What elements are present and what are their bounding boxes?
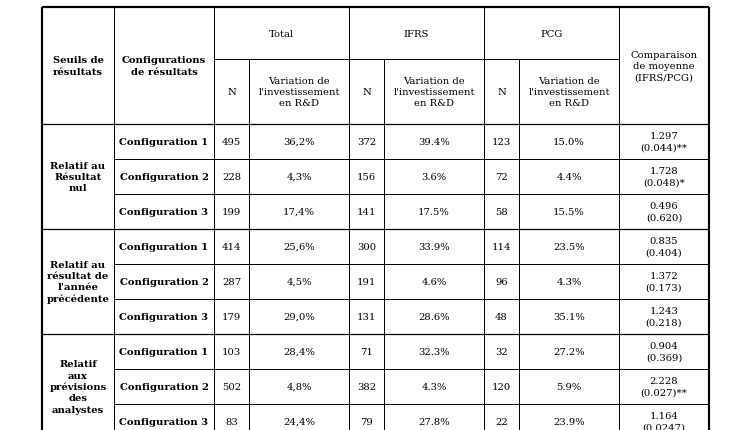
Text: 156: 156 <box>357 172 376 181</box>
Text: 83: 83 <box>225 417 238 426</box>
Text: 23.5%: 23.5% <box>553 243 585 252</box>
Text: 103: 103 <box>222 347 241 356</box>
Text: 120: 120 <box>492 382 511 391</box>
Text: 300: 300 <box>357 243 376 252</box>
Text: 0.835
(0.404): 0.835 (0.404) <box>646 237 683 257</box>
Text: Relatif
aux
prévisions
des
analystes: Relatif aux prévisions des analystes <box>50 359 107 414</box>
Text: 4,3%: 4,3% <box>286 172 312 181</box>
Text: 24,4%: 24,4% <box>283 417 315 426</box>
Text: 25,6%: 25,6% <box>283 243 315 252</box>
Text: Variation de
l'investissement
en R&D: Variation de l'investissement en R&D <box>528 77 610 108</box>
Text: 5.9%: 5.9% <box>556 382 581 391</box>
Text: 191: 191 <box>357 277 376 286</box>
Text: N: N <box>362 88 371 97</box>
Text: 0.496
(0.620): 0.496 (0.620) <box>646 202 682 222</box>
Text: PCG: PCG <box>540 29 562 38</box>
Text: 199: 199 <box>222 208 241 216</box>
Text: 79: 79 <box>360 417 373 426</box>
Text: 123: 123 <box>492 138 511 147</box>
Text: 3.6%: 3.6% <box>421 172 447 181</box>
Text: 1.164
(0.0247): 1.164 (0.0247) <box>643 412 686 430</box>
Text: 15.5%: 15.5% <box>553 208 585 216</box>
Text: Comparaison
de moyenne
(IFRS/PCG): Comparaison de moyenne (IFRS/PCG) <box>630 51 698 82</box>
Text: Configuration 2: Configuration 2 <box>119 277 209 286</box>
Text: 17.5%: 17.5% <box>418 208 450 216</box>
Text: 1.297
(0.044)**: 1.297 (0.044)** <box>641 132 687 152</box>
Text: Configuration 3: Configuration 3 <box>119 417 209 426</box>
Text: Relatif au
résultat de
l'année
précédente: Relatif au résultat de l'année précédent… <box>47 261 110 303</box>
Text: Configurations
de résultats: Configurations de résultats <box>122 56 206 77</box>
Text: 4,5%: 4,5% <box>286 277 312 286</box>
Text: Configuration 3: Configuration 3 <box>119 208 209 216</box>
Text: Configuration 3: Configuration 3 <box>119 312 209 321</box>
Text: Relatif au
Résultat
nul: Relatif au Résultat nul <box>50 162 106 193</box>
Text: 33.9%: 33.9% <box>418 243 450 252</box>
Text: 4.4%: 4.4% <box>556 172 582 181</box>
Text: 32: 32 <box>495 347 508 356</box>
Text: 39.4%: 39.4% <box>418 138 450 147</box>
Text: 372: 372 <box>357 138 376 147</box>
Text: IFRS: IFRS <box>404 29 429 38</box>
Text: 114: 114 <box>492 243 511 252</box>
Text: 382: 382 <box>357 382 376 391</box>
Text: N: N <box>497 88 506 97</box>
Text: 29,0%: 29,0% <box>283 312 315 321</box>
Text: 28.6%: 28.6% <box>418 312 450 321</box>
Text: Configuration 1: Configuration 1 <box>119 138 209 147</box>
Text: 71: 71 <box>360 347 373 356</box>
Text: 495: 495 <box>222 138 241 147</box>
Text: 35.1%: 35.1% <box>553 312 585 321</box>
Text: 27.8%: 27.8% <box>418 417 450 426</box>
Text: 36,2%: 36,2% <box>283 138 315 147</box>
Text: 17,4%: 17,4% <box>283 208 315 216</box>
Text: 4.3%: 4.3% <box>421 382 447 391</box>
Text: 1.372
(0.173): 1.372 (0.173) <box>646 272 683 292</box>
Text: Variation de
l'investissement
en R&D: Variation de l'investissement en R&D <box>394 77 475 108</box>
Text: Total: Total <box>269 29 294 38</box>
Text: 15.0%: 15.0% <box>553 138 585 147</box>
Text: 131: 131 <box>357 312 376 321</box>
Text: Seuils de
résultats: Seuils de résultats <box>53 56 104 77</box>
Text: 1.243
(0.218): 1.243 (0.218) <box>646 307 683 327</box>
Text: 28,4%: 28,4% <box>283 347 315 356</box>
Text: 48: 48 <box>495 312 508 321</box>
Text: 141: 141 <box>357 208 376 216</box>
Text: 27.2%: 27.2% <box>553 347 585 356</box>
Text: 414: 414 <box>222 243 241 252</box>
Text: 0.904
(0.369): 0.904 (0.369) <box>646 342 682 362</box>
Text: 1.728
(0.048)*: 1.728 (0.048)* <box>643 167 685 187</box>
Text: Variation de
l'investissement
en R&D: Variation de l'investissement en R&D <box>258 77 339 108</box>
Text: 4,8%: 4,8% <box>286 382 312 391</box>
Text: 287: 287 <box>222 277 241 286</box>
Text: 23.9%: 23.9% <box>553 417 585 426</box>
Text: 96: 96 <box>495 277 508 286</box>
Text: 228: 228 <box>222 172 241 181</box>
Text: Configuration 2: Configuration 2 <box>119 172 209 181</box>
Text: 502: 502 <box>222 382 241 391</box>
Text: 4.6%: 4.6% <box>421 277 447 286</box>
Text: 32.3%: 32.3% <box>418 347 450 356</box>
Text: Configuration 1: Configuration 1 <box>119 347 209 356</box>
Text: 72: 72 <box>495 172 508 181</box>
Text: 58: 58 <box>495 208 508 216</box>
Text: Configuration 1: Configuration 1 <box>119 243 209 252</box>
Text: 2.228
(0.027)**: 2.228 (0.027)** <box>641 377 687 396</box>
Text: 22: 22 <box>495 417 508 426</box>
Text: Configuration 2: Configuration 2 <box>119 382 209 391</box>
Text: 179: 179 <box>222 312 241 321</box>
Text: N: N <box>227 88 236 97</box>
Text: 4.3%: 4.3% <box>556 277 582 286</box>
